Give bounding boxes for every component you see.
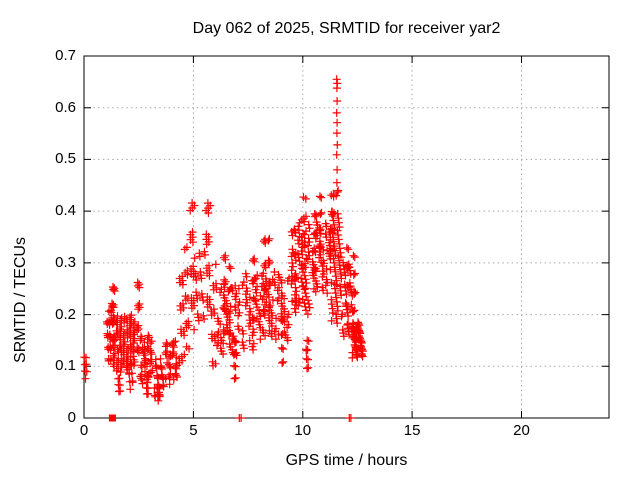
y-tick-label: 0.6	[55, 98, 76, 116]
y-tick-label: 0.1	[55, 357, 76, 375]
chart-title: Day 062 of 2025, SRMTID for receiver yar…	[192, 20, 501, 37]
y-tick-label: 0.3	[55, 253, 76, 271]
plot-border	[83, 55, 610, 419]
x-axis-label: GPS time / hours	[285, 452, 408, 469]
tick-marks	[83, 55, 609, 419]
square-marker	[108, 414, 116, 422]
y-tick-label: 0.2	[55, 305, 76, 323]
scatter-points	[80, 75, 367, 422]
x-tick-label: 20	[513, 422, 530, 439]
y-tick-label: 0.7	[55, 47, 76, 64]
gridlines	[84, 56, 609, 418]
x-tick-label: 0	[79, 422, 89, 439]
x-tick-label: 10	[294, 422, 312, 439]
y-tick-label: 0.4	[55, 202, 76, 220]
x-tick-label: 15	[403, 422, 421, 439]
y-tick-label: 0.5	[55, 150, 76, 168]
x-tick-label: 5	[189, 422, 198, 439]
y-tick-label: 0	[67, 409, 76, 426]
